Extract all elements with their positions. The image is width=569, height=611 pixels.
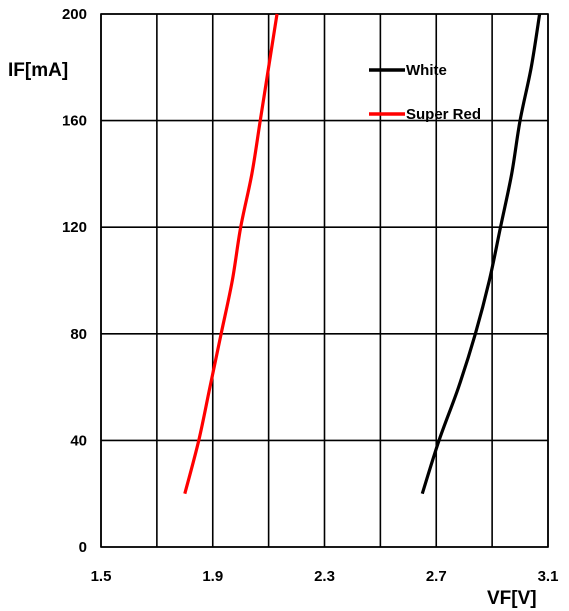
plot-frame — [100, 13, 549, 548]
x-tick-label-3: 2.7 — [426, 568, 447, 585]
series-line-white — [420, 13, 542, 495]
y-tick-label-0: 0 — [79, 539, 87, 556]
series-line-super-red — [183, 13, 279, 495]
legend: White Super Red — [369, 62, 481, 123]
grid — [100, 13, 549, 548]
legend-label-super-red: Super Red — [406, 106, 481, 123]
x-tick-label-2: 2.3 — [314, 568, 335, 585]
x-axis-title: VF[V] — [487, 588, 537, 609]
series-layer — [183, 13, 542, 495]
y-tick-label-4: 160 — [62, 113, 87, 130]
y-tick-label-5: 200 — [62, 6, 87, 23]
tick-labels: 1.5 1.9 2.3 2.7 3.1 0 40 80 120 160 200 — [62, 6, 558, 585]
y-tick-label-2: 80 — [70, 326, 87, 343]
y-tick-label-3: 120 — [62, 219, 87, 236]
x-tick-label-4: 3.1 — [538, 568, 559, 585]
x-tick-label-0: 1.5 — [91, 568, 112, 585]
y-axis-title: IF[mA] — [8, 60, 68, 81]
legend-label-white: White — [406, 62, 447, 79]
x-tick-label-1: 1.9 — [202, 568, 223, 585]
y-tick-label-1: 40 — [70, 432, 87, 449]
